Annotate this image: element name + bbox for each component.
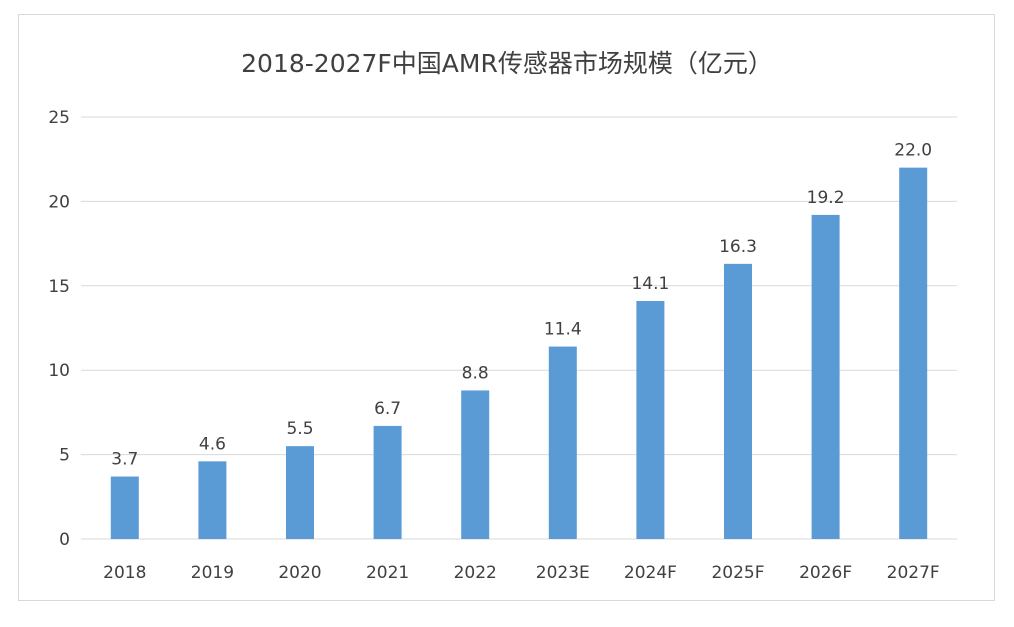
data-label: 6.7 [374,399,401,419]
data-label: 11.4 [544,320,582,340]
x-tick-label: 2020 [278,563,321,583]
x-tick-label: 2023E [536,563,590,583]
gridlines [81,116,957,540]
data-label: 19.2 [807,188,845,208]
x-tick-label: 2027F [887,563,940,583]
data-label: 8.8 [462,363,489,383]
data-label: 3.7 [111,450,138,470]
data-label: 4.6 [199,434,226,454]
bar [636,300,665,539]
bar [110,476,139,539]
data-label: 5.5 [286,419,313,439]
bar [548,346,577,539]
y-tick-label: 0 [59,530,70,550]
y-axis-ticks: 0 5 10 15 20 25 [48,108,70,550]
y-tick-label: 10 [48,361,70,381]
x-tick-label: 2021 [366,563,409,583]
x-tick-label: 2024F [624,563,677,583]
data-label: 16.3 [719,237,757,257]
bar [899,167,928,539]
bar [461,390,490,539]
y-tick-label: 5 [59,446,70,466]
bar [724,263,752,539]
x-axis-ticks: 2018 2019 2020 2021 2022 2023E 2024F 2025F 2026F… [103,563,940,583]
x-tick-label: 2019 [191,563,234,583]
x-tick-label: 2026F [799,563,852,583]
data-label: 22.0 [894,141,932,161]
x-tick-label: 2018 [103,563,146,583]
bar [198,461,227,539]
y-tick-label: 15 [48,277,70,297]
bar [286,446,314,539]
y-tick-label: 20 [48,192,70,212]
bar [373,425,402,539]
x-tick-label: 2025F [711,563,764,583]
bar [811,214,840,540]
data-label: 14.1 [631,274,669,294]
data-labels: 3.7 4.6 5.5 6.7 8.8 11.4 14.1 16.3 19.2 22.0 [111,141,932,470]
chart-title: 2018-2027F中国AMR传感器市场规模（亿元） [241,49,773,78]
y-tick-label: 25 [48,108,70,128]
x-tick-label: 2022 [454,563,497,583]
bars [110,167,928,540]
